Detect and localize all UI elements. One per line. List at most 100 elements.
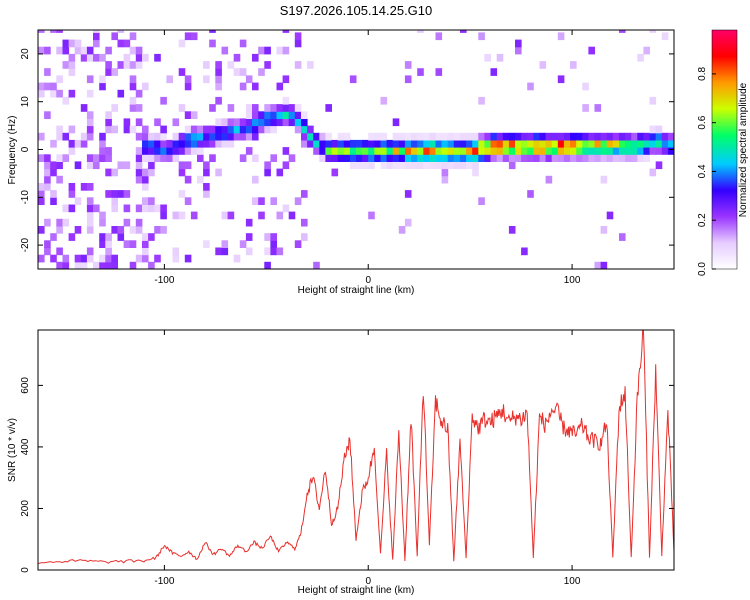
snr-panel: -100 0 100 0 200 400 600 Height of straight li… <box>7 329 675 596</box>
heatmap-cell <box>478 32 485 41</box>
heatmap-cell <box>258 197 265 205</box>
heatmap-cell <box>282 96 290 105</box>
heatmap-cell <box>362 147 369 155</box>
heatmap-cell <box>435 161 443 170</box>
heatmap-cell <box>239 39 247 48</box>
heatmap-cell <box>649 139 657 148</box>
heatmap-cell <box>56 226 63 234</box>
heatmap-cell <box>270 247 277 256</box>
heatmap-cell <box>148 168 155 177</box>
heatmap-cell <box>258 68 265 76</box>
heatmap-cell <box>215 247 222 256</box>
heatmap-cell <box>557 147 565 155</box>
heatmap-cell <box>93 32 100 41</box>
heatmap-cell <box>252 111 259 119</box>
heatmap-cell <box>521 247 528 256</box>
heatmap-cell <box>282 161 290 170</box>
heatmap-cell <box>215 61 222 69</box>
heatmap-cell <box>264 111 271 119</box>
heatmap-cell <box>239 125 247 134</box>
heatmap-cell <box>539 61 547 69</box>
heatmap-cell <box>472 154 479 162</box>
heatmap-cell <box>349 154 357 162</box>
heatmap-cell <box>86 197 94 205</box>
heatmap-cell <box>276 46 284 55</box>
heatmap-cell <box>178 190 186 198</box>
heatmap-cell <box>661 32 669 41</box>
heatmap-cell <box>142 154 149 162</box>
heatmap-cell <box>478 132 485 141</box>
heatmap-cell <box>129 46 137 55</box>
heatmap-cell <box>398 147 406 155</box>
heatmap-cell <box>252 154 259 162</box>
heatmap-cell <box>190 32 198 41</box>
heatmap-cell <box>441 168 449 177</box>
heatmap-cell <box>148 233 155 241</box>
heatmap-cell <box>588 46 595 55</box>
heatmap-cell <box>50 82 57 91</box>
heatmap-cell <box>99 147 106 155</box>
heatmap-cell <box>221 139 229 148</box>
heatmap-cell <box>68 190 76 198</box>
heatmap-cell <box>484 154 491 162</box>
snr-ylabel: SNR (10 * v/v) <box>7 418 18 482</box>
heatmap-cell <box>105 190 112 198</box>
heatmap-cell <box>68 61 76 69</box>
heatmap-cell <box>227 139 235 148</box>
heatmap-cell <box>99 261 106 269</box>
heatmap-cell <box>197 125 204 134</box>
heatmap-cell <box>99 82 106 91</box>
heatmap-cell <box>209 104 216 112</box>
heatmap-cell <box>582 139 589 148</box>
heatmap-cell <box>392 118 400 127</box>
heatmap-cell <box>252 197 259 205</box>
heatmap-cell <box>99 218 106 227</box>
heatmap-cell <box>331 147 339 155</box>
heatmap-cell <box>245 125 253 134</box>
heatmap-cell <box>203 125 210 134</box>
heatmap-cell <box>203 132 210 141</box>
heatmap-cell <box>86 226 94 234</box>
heatmap-cell <box>643 46 650 55</box>
heatmap-cell <box>178 168 186 177</box>
heatmap-cell <box>386 161 394 170</box>
heatmap-cell <box>56 75 63 84</box>
heatmap-cell <box>307 125 314 134</box>
heatmap-cell <box>478 154 485 162</box>
heatmap-cell <box>135 46 143 55</box>
heatmap-cell <box>148 154 155 162</box>
heatmap-cell <box>582 154 589 162</box>
spectrogram-xlabel: Height of straight line (km) <box>298 285 415 296</box>
heatmap-cell <box>203 139 210 148</box>
heatmap-cell <box>472 147 479 155</box>
heatmap-cell <box>203 240 210 248</box>
heatmap-cell <box>56 218 63 227</box>
heatmap-cell <box>661 147 669 155</box>
heatmap-cell <box>44 247 51 256</box>
heatmap-cell <box>563 132 571 141</box>
heatmap-cell <box>245 104 253 112</box>
heatmap-cell <box>521 154 528 162</box>
heatmap-cell <box>129 75 137 84</box>
heatmap-cell <box>245 111 253 119</box>
heatmap-cell <box>123 161 131 170</box>
heatmap-cell <box>245 247 253 256</box>
heatmap-cell <box>619 233 626 241</box>
heatmap-cell <box>496 154 504 162</box>
heatmap-cell <box>606 154 614 162</box>
heatmap-cell <box>539 139 547 148</box>
heatmap-cell <box>417 68 424 76</box>
heatmap-cell <box>117 30 125 33</box>
heatmap-cell <box>129 61 137 69</box>
heatmap-cell <box>490 68 498 76</box>
heatmap-cell <box>600 261 608 269</box>
heatmap-cell <box>649 125 657 134</box>
heatmap-cell <box>172 132 180 141</box>
heatmap-cell <box>135 175 143 184</box>
heatmap-cell <box>129 125 137 134</box>
heatmap-cell <box>631 132 638 141</box>
heatmap-cell <box>148 161 155 170</box>
heatmap-cell <box>184 75 192 84</box>
heatmap-cell <box>368 132 375 141</box>
heatmap-cell <box>135 53 143 62</box>
